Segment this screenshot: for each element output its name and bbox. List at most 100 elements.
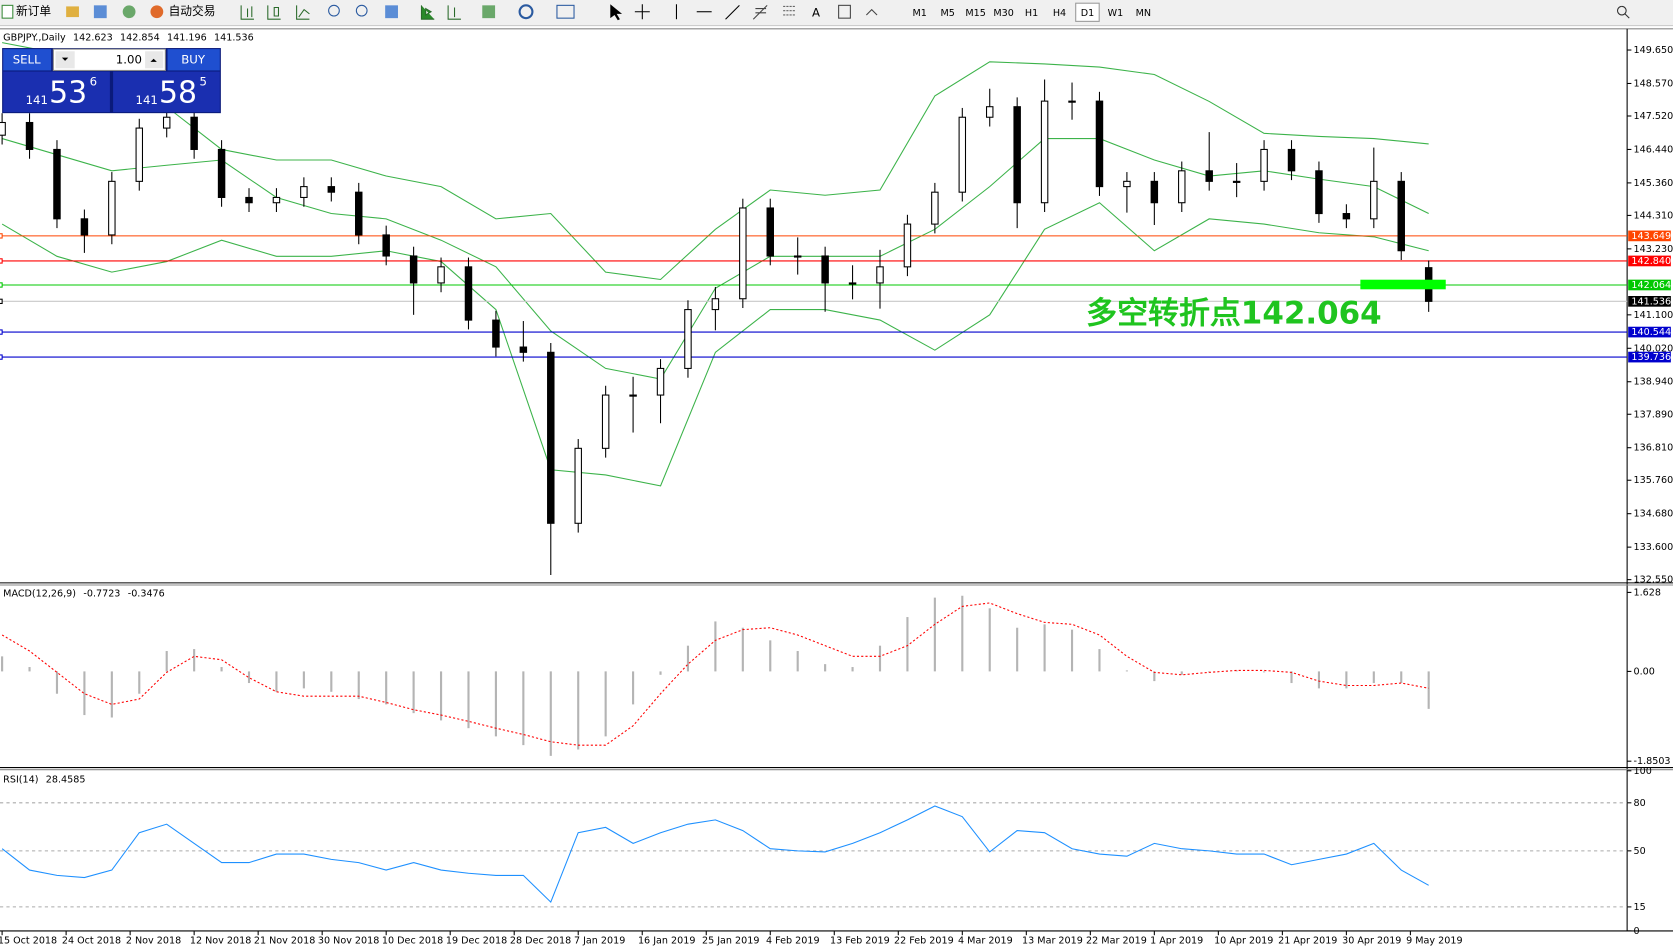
candle-body (135, 127, 144, 182)
candle-body (1315, 170, 1323, 215)
sell-button[interactable] (3, 49, 52, 71)
crosshair[interactable] (634, 4, 650, 20)
timeframe[interactable]: M1 (913, 8, 927, 19)
buy-button[interactable] (167, 49, 220, 71)
candle-body (601, 394, 610, 449)
y-tick-label: 100 (1634, 766, 1652, 777)
level-handle (0, 233, 3, 239)
candle-body (684, 309, 692, 369)
candle-body (53, 148, 61, 220)
volume[interactable]: 1.00 (116, 52, 142, 66)
y-tick-label: 137.890 (1634, 409, 1673, 420)
timeframe[interactable]: M15 (965, 8, 985, 19)
zoom-in[interactable] (328, 4, 340, 17)
new-order[interactable]: 新订单 (16, 4, 51, 18)
timeframe[interactable]: M5 (940, 8, 954, 19)
timeframe[interactable]: W1 (1108, 8, 1124, 19)
fibo[interactable] (783, 5, 796, 16)
x-tick-label: 13 Feb 2019 (830, 936, 890, 947)
arrows[interactable] (865, 8, 878, 16)
icon[interactable] (556, 4, 575, 19)
bid-main: 53 (49, 75, 87, 110)
timeframe[interactable]: H1 (1025, 8, 1038, 19)
search[interactable] (1617, 5, 1630, 19)
icon[interactable] (267, 5, 281, 20)
icon[interactable] (122, 5, 136, 19)
icon[interactable] (420, 5, 435, 20)
candle-body (958, 116, 967, 193)
x-tick-label: 28 Dec 2018 (510, 936, 571, 947)
candle-body (1040, 100, 1049, 204)
x-tick-label: 24 Oct 2018 (62, 936, 121, 947)
candle-body (766, 207, 774, 257)
x-tick-label: 16 Jan 2019 (638, 936, 695, 947)
cursor[interactable] (610, 4, 623, 21)
bollinger-lower (1, 202, 1429, 487)
icon[interactable] (240, 5, 254, 20)
signal-line (1, 602, 1429, 746)
bollinger-middle (1, 138, 1429, 380)
x-tick-label: 22 Mar 2019 (1086, 936, 1147, 947)
auto-trading-icon[interactable] (150, 5, 164, 19)
label-tool[interactable] (838, 4, 851, 19)
icon[interactable] (482, 5, 496, 19)
candle-body (492, 319, 500, 348)
y-tick-label: 80 (1634, 798, 1646, 809)
icon[interactable] (447, 5, 461, 20)
candle-body (0, 121, 6, 136)
level-label: 142.840 (1631, 256, 1671, 267)
timeframes: M1 M5 M15 M30 H1 H4 D1 W1 MN (913, 2, 1151, 22)
x-tick-label: 25 Jan 2019 (702, 936, 759, 947)
open: 142.623 (73, 32, 113, 43)
bid-big: 141 (26, 93, 48, 107)
candle-body (1150, 180, 1159, 204)
level-handle (0, 329, 3, 335)
y-tick-label: 140.020 (1634, 343, 1673, 354)
icon[interactable] (66, 6, 79, 18)
candle-body (985, 106, 994, 118)
timeframe[interactable]: MN (1136, 8, 1151, 19)
new-order-icon[interactable] (1, 4, 14, 19)
level-handle (0, 354, 3, 360)
y-tick-label: 133.600 (1634, 542, 1673, 553)
candle-body (1397, 180, 1405, 252)
candle-body (574, 447, 582, 524)
ask-box[interactable] (113, 71, 220, 113)
level-tag (1628, 230, 1671, 242)
timeframe[interactable]: M30 (993, 8, 1013, 19)
candle-body (437, 266, 445, 284)
icon[interactable] (93, 5, 107, 19)
bid-box[interactable] (3, 71, 110, 113)
arrow (150, 58, 157, 62)
high: 142.854 (120, 32, 160, 43)
timeframe[interactable]: D1 (1081, 8, 1094, 19)
x-tick-label: 10 Dec 2018 (382, 936, 443, 947)
pivot-marker (1360, 279, 1446, 290)
candle-body (300, 186, 308, 198)
buy-label[interactable]: BUY (181, 52, 206, 66)
macd-header: MACD(12,26,9) -0.7723 -0.3476 (3, 589, 165, 600)
icon[interactable] (296, 5, 310, 20)
candle-body (190, 116, 198, 150)
timeframe[interactable]: H4 (1053, 8, 1066, 19)
icon[interactable] (385, 5, 398, 19)
macd-value: -0.7723 (83, 589, 120, 600)
candle-body (903, 223, 912, 268)
auto-trading[interactable]: 自动交易 (169, 4, 216, 18)
trendline[interactable] (725, 4, 740, 20)
candle-body (1370, 180, 1378, 220)
ask-pip: 5 (200, 75, 207, 89)
x-tick-label: 22 Feb 2019 (894, 936, 954, 947)
icon[interactable] (518, 4, 534, 20)
level-label: 143.649 (1631, 231, 1671, 242)
zoom-out[interactable] (355, 4, 368, 17)
level-label: 141.536 (1631, 296, 1671, 307)
text-tool[interactable]: A (812, 5, 820, 19)
level-handle (0, 298, 3, 305)
volume-box[interactable] (52, 48, 166, 71)
one-click-trading: SELL 1.00 BUY 141 53 6 141 58 5 (2, 48, 221, 114)
y-tick-label: 134.680 (1634, 509, 1673, 520)
sell-label[interactable]: SELL (13, 52, 41, 66)
channel[interactable] (752, 4, 768, 20)
candle-body (629, 394, 637, 397)
